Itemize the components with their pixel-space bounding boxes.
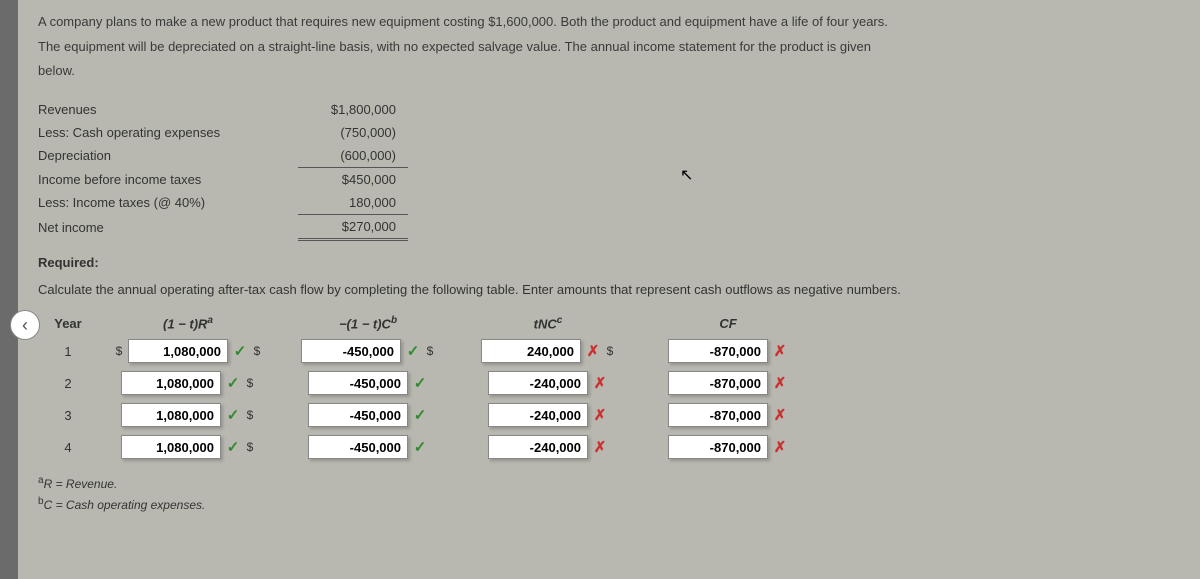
- col3-input[interactable]: [488, 403, 588, 427]
- x-icon: ✗: [772, 374, 788, 392]
- col2-cell: ✓: [278, 399, 458, 431]
- col1-input[interactable]: [121, 435, 221, 459]
- col4-cell: ✗: [638, 335, 818, 367]
- col3-cell: ✗$: [458, 335, 638, 367]
- problem-statement: A company plans to make a new product th…: [38, 10, 1180, 84]
- check-icon: ✓: [232, 342, 248, 360]
- is-value: $270,000: [298, 215, 408, 240]
- is-value: $1,800,000: [298, 98, 408, 121]
- col4-cell: ✗: [638, 431, 818, 463]
- check-icon: ✓: [412, 406, 428, 424]
- table-row: 1$✓$✓$✗$✗: [38, 335, 818, 367]
- x-icon: ✗: [592, 406, 608, 424]
- table-row: 3✓$✓✗✗: [38, 399, 818, 431]
- is-label: Depreciation: [38, 144, 298, 168]
- col1-input[interactable]: [121, 403, 221, 427]
- required-heading: Required:: [38, 255, 1180, 270]
- col2-cell: ✓: [278, 431, 458, 463]
- is-value: $450,000: [298, 168, 408, 192]
- mouse-cursor-icon: ↖: [680, 165, 693, 185]
- col2-cell: ✓$: [278, 335, 458, 367]
- header-col1: (1 − t)Ra: [98, 311, 278, 335]
- is-value: (750,000): [298, 121, 408, 144]
- x-icon: ✗: [772, 406, 788, 424]
- col1-cell: $ ✓ $: [98, 335, 278, 367]
- col3-cell: ✗: [458, 367, 638, 399]
- x-icon: ✗: [592, 374, 608, 392]
- is-value: (600,000): [298, 144, 408, 168]
- is-label: Net income: [38, 215, 298, 240]
- col2-input[interactable]: [308, 371, 408, 395]
- dollar-sign: $: [252, 344, 262, 358]
- dollar-sign: $: [245, 408, 255, 422]
- income-statement-table: Revenues$1,800,000 Less: Cash operating …: [38, 98, 408, 241]
- year-cell: 3: [38, 399, 98, 431]
- col4-input[interactable]: [668, 339, 768, 363]
- col4-cell: ✗: [638, 399, 818, 431]
- is-value: 180,000: [298, 191, 408, 215]
- col1-cell: ✓$: [98, 367, 278, 399]
- x-icon: ✗: [592, 438, 608, 456]
- year-cell: 1: [38, 335, 98, 367]
- col3-input[interactable]: [488, 435, 588, 459]
- problem-line: The equipment will be depreciated on a s…: [38, 35, 1180, 60]
- check-icon: ✓: [405, 342, 421, 360]
- check-icon: ✓: [412, 374, 428, 392]
- col2-input[interactable]: [301, 339, 401, 363]
- check-icon: ✓: [225, 438, 241, 456]
- dollar-sign: $: [605, 344, 615, 358]
- col4-input[interactable]: [668, 435, 768, 459]
- col2-input[interactable]: [308, 403, 408, 427]
- x-icon: ✗: [585, 342, 601, 360]
- col3-input[interactable]: [488, 371, 588, 395]
- check-icon: ✓: [412, 438, 428, 456]
- col4-input[interactable]: [668, 403, 768, 427]
- problem-line: below.: [38, 59, 1180, 84]
- problem-content: ‹ A company plans to make a new product …: [38, 10, 1180, 516]
- table-row: 2✓$✓✗✗: [38, 367, 818, 399]
- left-sidebar-stripe: [0, 0, 18, 579]
- is-label: Less: Income taxes (@ 40%): [38, 191, 298, 215]
- header-col2: −(1 − t)Cb: [278, 311, 458, 335]
- col1-cell: ✓$: [98, 399, 278, 431]
- prev-button[interactable]: ‹: [10, 310, 40, 340]
- col1-input[interactable]: [121, 371, 221, 395]
- header-col3: tNCc: [458, 311, 638, 335]
- answer-table: Year (1 − t)Ra −(1 − t)Cb tNCc CF 1$✓$✓$…: [38, 311, 818, 463]
- year-cell: 2: [38, 367, 98, 399]
- header-col4: CF: [638, 311, 818, 335]
- footnotes: aR = Revenue. bC = Cash operating expens…: [38, 473, 1180, 515]
- col2-cell: ✓: [278, 367, 458, 399]
- dollar-sign: $: [114, 344, 124, 358]
- col4-input[interactable]: [668, 371, 768, 395]
- col3-input[interactable]: [481, 339, 581, 363]
- is-label: Income before income taxes: [38, 168, 298, 192]
- dollar-sign: $: [425, 344, 435, 358]
- problem-line: A company plans to make a new product th…: [38, 10, 1180, 35]
- check-icon: ✓: [225, 374, 241, 392]
- col4-cell: ✗: [638, 367, 818, 399]
- x-icon: ✗: [772, 342, 788, 360]
- is-label: Less: Cash operating expenses: [38, 121, 298, 144]
- col2-input[interactable]: [308, 435, 408, 459]
- header-year: Year: [38, 311, 98, 335]
- col1-input[interactable]: [128, 339, 228, 363]
- table-row: 4✓$✓✗✗: [38, 431, 818, 463]
- check-icon: ✓: [225, 406, 241, 424]
- col1-cell: ✓$: [98, 431, 278, 463]
- instruction-text: Calculate the annual operating after-tax…: [38, 280, 1180, 301]
- col3-cell: ✗: [458, 431, 638, 463]
- dollar-sign: $: [245, 440, 255, 454]
- x-icon: ✗: [772, 438, 788, 456]
- is-label: Revenues: [38, 98, 298, 121]
- dollar-sign: $: [245, 376, 255, 390]
- col3-cell: ✗: [458, 399, 638, 431]
- year-cell: 4: [38, 431, 98, 463]
